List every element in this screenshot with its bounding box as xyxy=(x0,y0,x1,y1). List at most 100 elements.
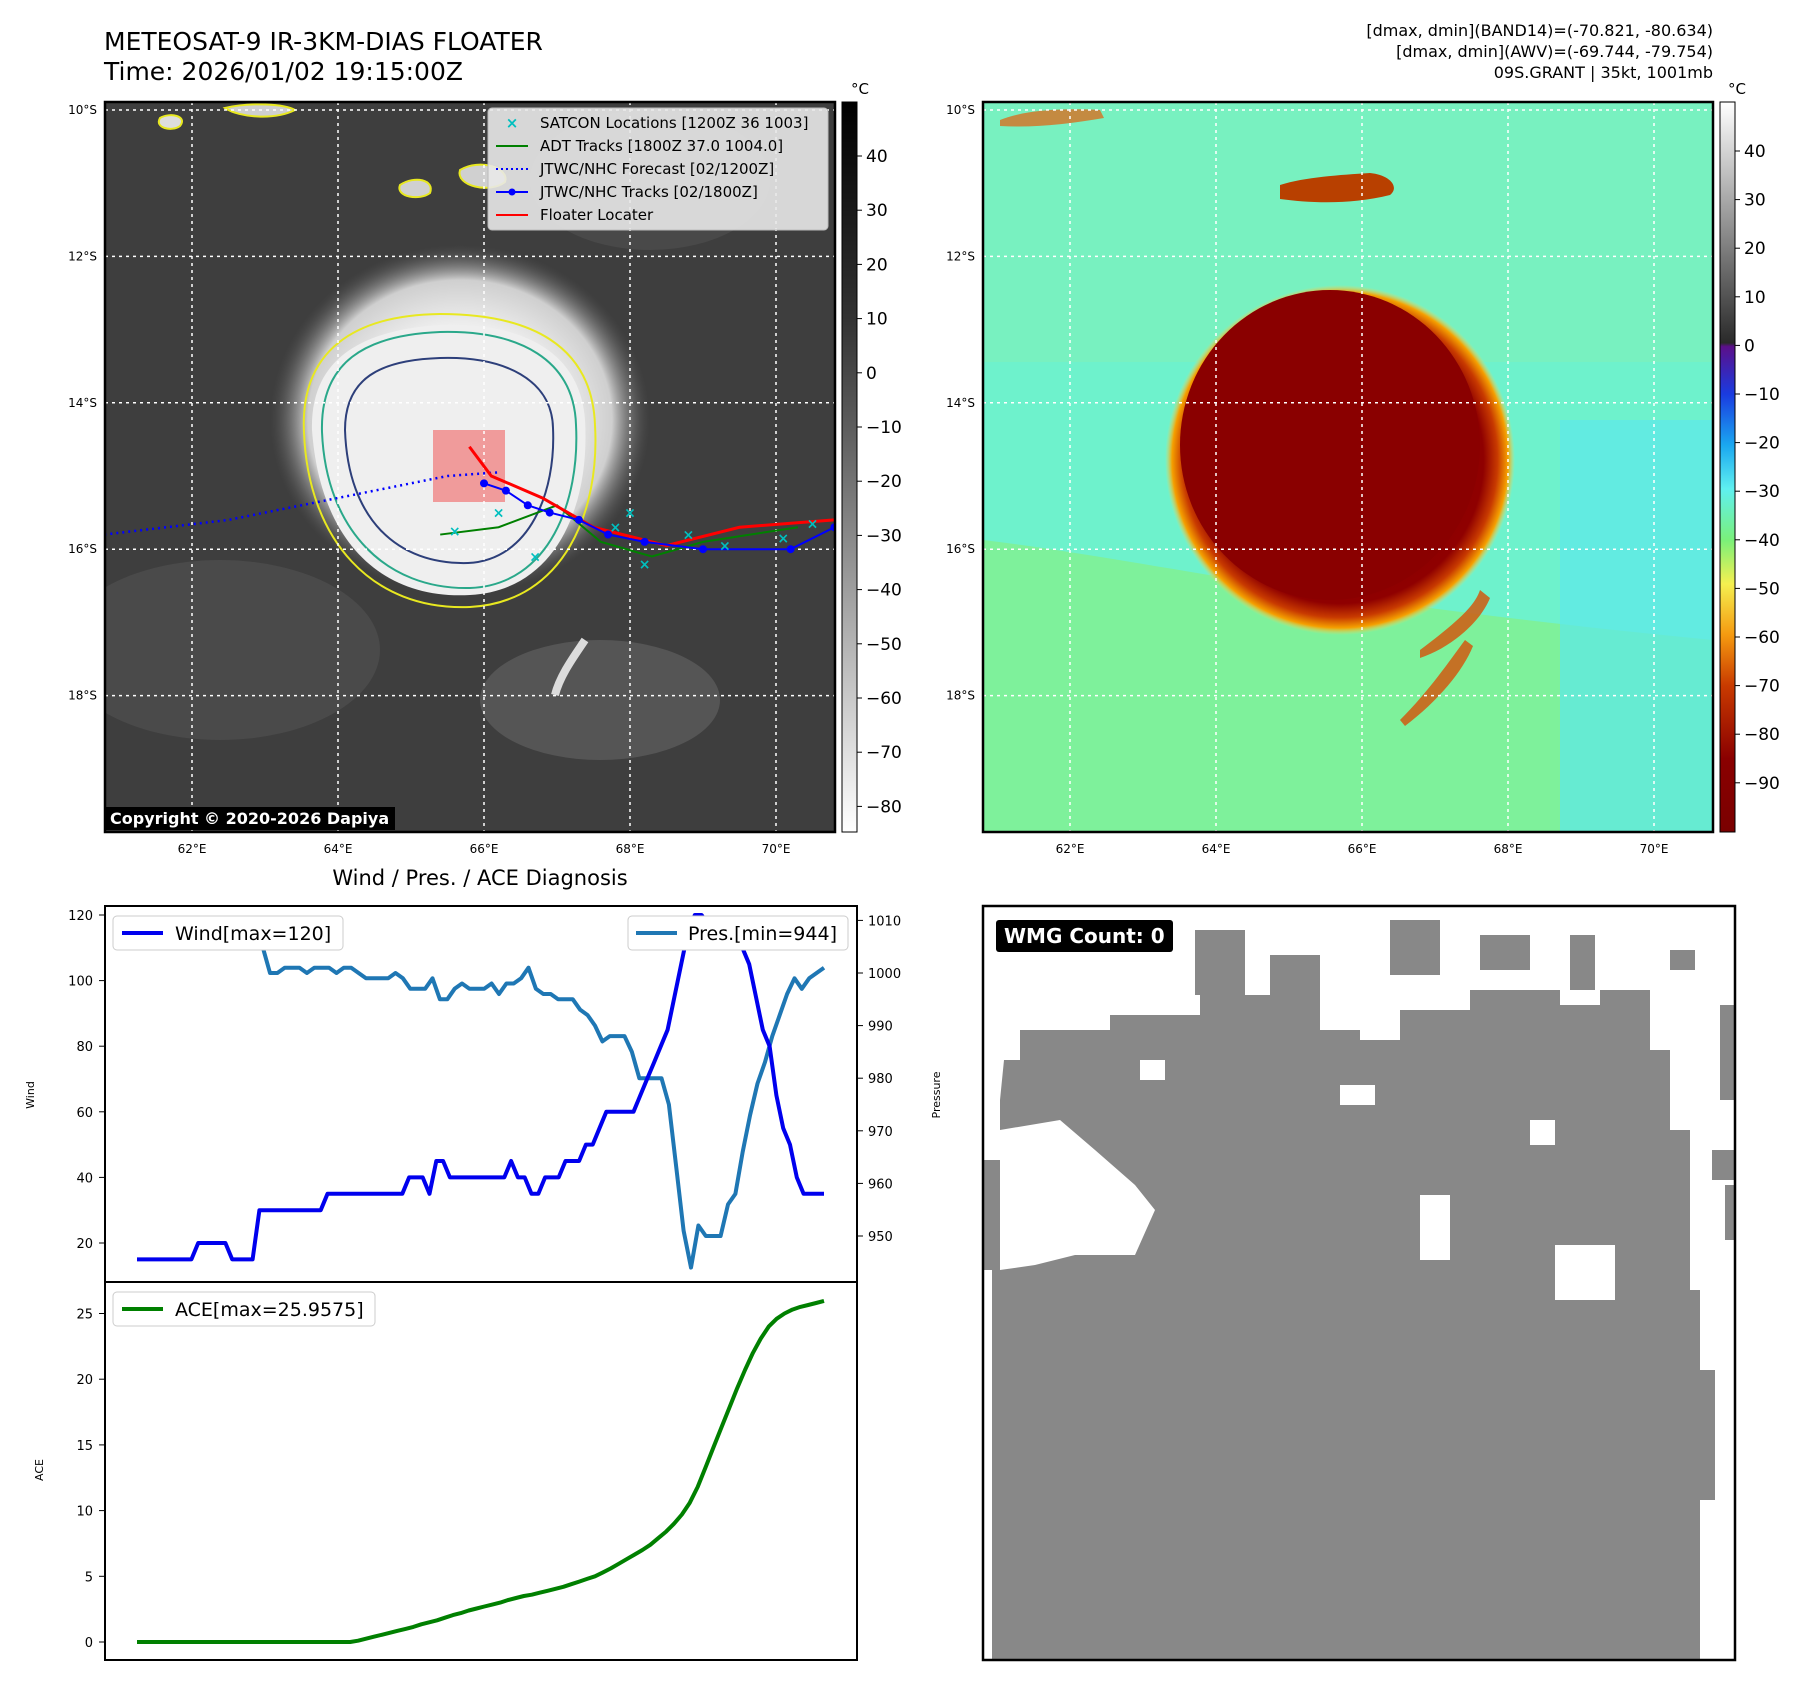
colorbar-tick-label: 0 xyxy=(866,364,877,384)
storm-info: 09S.GRANT | 35kt, 1001mb xyxy=(1493,63,1713,82)
lon-tick-label: 70°E xyxy=(762,842,791,856)
lat-tick-label: 14°S xyxy=(946,396,975,410)
ace-series-line xyxy=(137,1298,825,1644)
colorbar-tick-label: −40 xyxy=(1744,531,1780,551)
wmg-panel xyxy=(981,904,1737,1662)
jtwc-track-point xyxy=(480,479,488,488)
colorbar-tick-label: 20 xyxy=(866,255,888,275)
colorbar-tick-label: −60 xyxy=(866,689,902,709)
jtwc-track-point xyxy=(604,530,613,539)
colorbar-tick-label: 40 xyxy=(1744,142,1766,162)
lat-tick-label: 16°S xyxy=(946,542,975,556)
satcon-marker: × xyxy=(624,506,636,522)
ir-map-panel: ×××××××× ×× 62°E 64°E 66°E 68°E 70°E10°S12°S1… xyxy=(68,80,902,856)
jtwc-track-point xyxy=(640,537,649,546)
colorbar-tick-label: −30 xyxy=(1744,482,1780,502)
lat-tick-label: 10°S xyxy=(68,103,97,117)
jtwc-track-point xyxy=(574,515,583,524)
lat-tick-label: 12°S xyxy=(68,249,97,263)
pres-legend-label: Pres.[min=944] xyxy=(688,923,837,945)
cloud-contour-teal xyxy=(320,330,578,590)
colorbar-tick-label: 30 xyxy=(866,201,888,221)
satcon-marker: × xyxy=(639,557,651,573)
ace-tick-label: 20 xyxy=(76,1373,93,1388)
colorbar-tick-label: −20 xyxy=(1744,434,1780,454)
colorbar-tick-label: −10 xyxy=(1744,385,1780,405)
awv-map-panel: 62°E 64°E 66°E 68°E 70°E 10°S 12°S 14°S 16°S 18°S… xyxy=(946,80,1780,856)
colorbar-tick-label: 30 xyxy=(1744,191,1766,211)
copyright-badge: Copyright © 2020-2026 Dapiya xyxy=(104,807,396,830)
pres-tick-label: 970 xyxy=(868,1125,893,1140)
ace-legend: ACE[max=25.9575] xyxy=(112,1291,376,1327)
lon-tick-label: 62°E xyxy=(1056,842,1085,856)
colorbar-tick-label: −70 xyxy=(866,743,902,763)
colorbar-tick-label: −90 xyxy=(1744,774,1780,794)
wind-tick-label: 40 xyxy=(76,1171,93,1186)
lon-tick-label: 66°E xyxy=(470,842,499,856)
pres-legend: Pres.[min=944] xyxy=(627,915,849,951)
chart-title: METEOSAT-9 IR-3KM-DIAS FLOATER xyxy=(104,27,543,56)
lat-tick-label: 16°S xyxy=(68,542,97,556)
wind-tick-label: 120 xyxy=(68,909,93,924)
awv-stats: [dmax, dmin](AWV)=(-69.744, -79.754) xyxy=(1396,42,1713,61)
pres-tick-label: 1010 xyxy=(868,914,901,929)
legend-swatch-dot xyxy=(508,188,516,196)
lat-tick-label: 18°S xyxy=(946,689,975,703)
colorbar-tick-label: 20 xyxy=(1744,239,1766,259)
diagnosis-panel: Wind / Pres. / ACE Diagnosis Wind Pressu… xyxy=(24,866,943,1661)
pres-tick-label: 1000 xyxy=(868,967,901,982)
ace-legend-label: ACE[max=25.9575] xyxy=(175,1299,364,1321)
wind-axis-label: Wind xyxy=(24,1081,37,1109)
diagnosis-title: Wind / Pres. / ACE Diagnosis xyxy=(332,866,627,890)
lon-tick-label: 68°E xyxy=(1494,842,1523,856)
wmg-count-badge: WMG Count: 0 xyxy=(996,920,1173,952)
wind-tick-label: 80 xyxy=(76,1040,93,1055)
colorbar-tick-label: −60 xyxy=(1744,628,1780,648)
jtwc-track-point xyxy=(523,501,532,510)
jtwc-track-point xyxy=(786,545,795,554)
ir-legend: × SATCON Locations [1200Z 36 1003] ADT Tra… xyxy=(487,107,829,231)
legend-label: JTWC/NHC Tracks [02/1800Z] xyxy=(539,183,758,201)
awv-colorbar-unit: °C xyxy=(1728,80,1746,98)
jtwc-track-line xyxy=(483,482,835,551)
legend-label: JTWC/NHC Forecast [02/1200Z] xyxy=(539,160,774,178)
lat-tick-label: 10°S xyxy=(946,103,975,117)
wind-legend: Wind[max=120] xyxy=(112,915,344,951)
satcon-marker: × xyxy=(449,524,461,540)
legend-swatch: × xyxy=(506,114,519,132)
lat-tick-label: 12°S xyxy=(946,249,975,263)
jtwc-track-point xyxy=(545,508,554,517)
colorbar-tick-label: −10 xyxy=(866,418,902,438)
lon-tick-label: 64°E xyxy=(1202,842,1231,856)
wind-tick-label: 60 xyxy=(76,1106,93,1121)
legend-label: ADT Tracks [1800Z 37.0 1004.0] xyxy=(540,137,783,155)
lat-tick-label: 14°S xyxy=(68,396,97,410)
colorbar-tick-label: −50 xyxy=(1744,579,1780,599)
floater-box xyxy=(433,430,505,502)
adt-track-line xyxy=(440,504,799,558)
colorbar-tick-label: 10 xyxy=(866,310,888,330)
wind-tick-label: 20 xyxy=(76,1237,93,1252)
jtwc-track-point xyxy=(699,545,707,554)
band14-stats: [dmax, dmin](BAND14)=(-70.821, -80.634) xyxy=(1366,21,1713,40)
lon-tick-label: 62°E xyxy=(178,842,207,856)
awv-colorbar: °C 40 30 20 10 0 −10 −20 −30 −40 −50 −60 −70 −80 −90 xyxy=(1719,80,1780,833)
ace-tick-label: 0 xyxy=(85,1636,93,1651)
ace-tick-label: 10 xyxy=(76,1505,93,1520)
lon-tick-label: 64°E xyxy=(324,842,353,856)
colorbar-tick-label: −70 xyxy=(1744,677,1780,697)
lon-tick-label: 68°E xyxy=(616,842,645,856)
satcon-marker: × xyxy=(777,531,789,547)
ace-tick-label: 15 xyxy=(76,1439,93,1454)
pres-tick-label: 960 xyxy=(868,1177,893,1192)
ace-axis-label: ACE xyxy=(33,1459,46,1481)
satcon-marker: × xyxy=(493,506,505,522)
satcon-marker: × xyxy=(807,517,819,533)
satcon-marker: × xyxy=(529,550,541,566)
pres-tick-label: 950 xyxy=(868,1230,893,1245)
timestamp: Time: 2026/01/02 19:15:00Z xyxy=(104,57,463,86)
pres-tick-label: 980 xyxy=(868,1072,893,1087)
colorbar-tick-label: −80 xyxy=(866,797,902,817)
pressure-axis-label: Pressure xyxy=(930,1071,943,1118)
